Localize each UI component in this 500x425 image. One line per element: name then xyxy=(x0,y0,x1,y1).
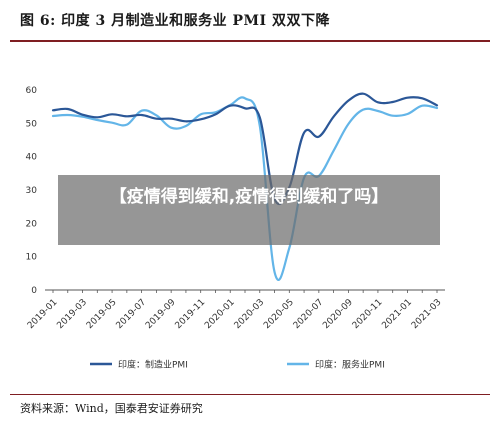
x-tick-label: 2019-07 xyxy=(115,298,149,332)
y-tick-label: 10 xyxy=(26,253,38,263)
y-tick-label: 60 xyxy=(26,86,38,96)
x-tick-label: 2020-07 xyxy=(292,298,326,332)
figure-title: 图 6: 印度 3 月制造业和服务业 PMI 双双下降 xyxy=(20,13,330,29)
y-tick-label: 50 xyxy=(26,119,38,129)
legend-item-services-label: 印度：服务业PMI xyxy=(315,359,385,371)
y-tick-label: 30 xyxy=(26,186,38,196)
x-tick-label: 2019-11 xyxy=(174,298,208,332)
x-tick-label: 2020-09 xyxy=(321,297,355,331)
x-tick-label: 2020-05 xyxy=(262,298,296,332)
y-tick-label: 0 xyxy=(31,286,37,296)
x-tick-label: 2019-09 xyxy=(144,297,178,331)
chart-legend: 印度：制造业PMI 印度：服务业PMI xyxy=(90,359,385,371)
title-divider xyxy=(10,40,490,42)
legend-item-manufacturing-label: 印度：制造业PMI xyxy=(118,359,188,371)
x-tick-label: 2021-01 xyxy=(380,298,414,332)
y-tick-label: 40 xyxy=(26,153,38,163)
overlay-banner: 【疫情得到缓和,疫情得到缓和了吗】 xyxy=(58,175,440,245)
chart-series xyxy=(51,92,439,281)
pmi-line-chart: 01020304050602019-012019-032019-052019-0… xyxy=(26,86,445,371)
source-divider xyxy=(10,394,490,395)
x-tick-label: 2020-01 xyxy=(203,298,237,332)
x-tick-label: 2019-03 xyxy=(55,298,89,332)
x-tick-label: 2019-05 xyxy=(85,298,119,332)
source-note: 资料来源：Wind，国泰君安证券研究 xyxy=(20,402,203,415)
x-tick-label: 2021-03 xyxy=(410,298,444,332)
series-line-services xyxy=(51,96,439,281)
series-line-manufacturing xyxy=(51,92,439,205)
y-tick-label: 20 xyxy=(26,219,38,229)
x-tick-label: 2020-11 xyxy=(351,298,385,332)
x-tick-label: 2020-03 xyxy=(233,298,267,332)
x-tick-label: 2019-01 xyxy=(26,298,60,332)
